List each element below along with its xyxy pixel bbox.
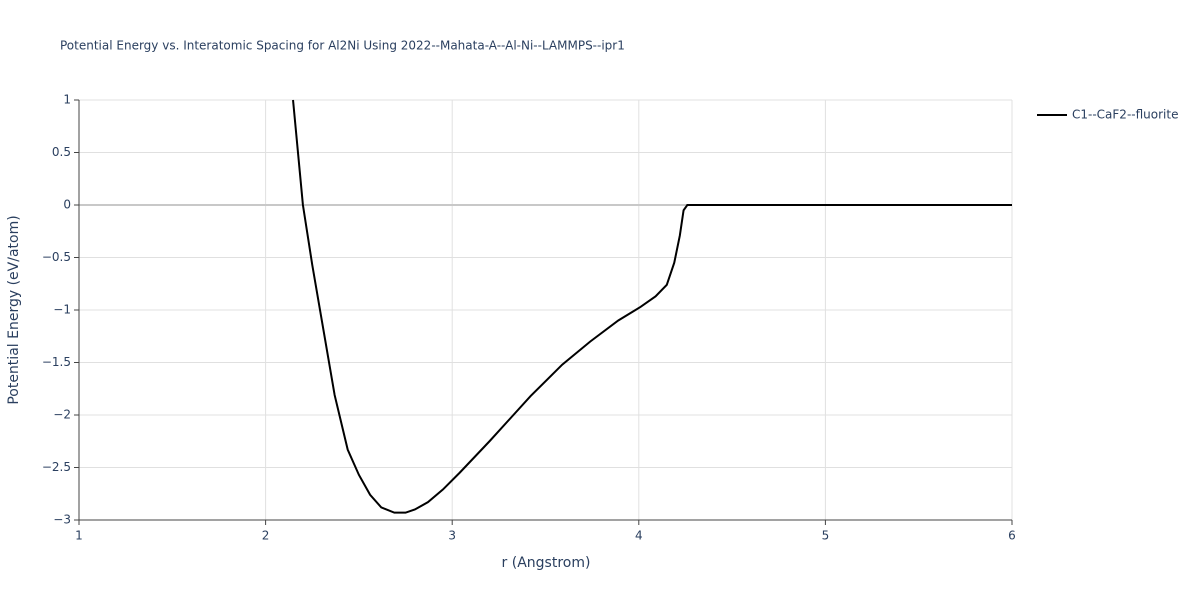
x-tick-label: 4	[635, 529, 643, 543]
x-tick-label: 1	[75, 529, 83, 543]
legend-label: C1--CaF2--fluorite	[1072, 108, 1178, 122]
y-axis-label: Potential Energy (eV/atom)	[6, 215, 22, 404]
y-tick-label: −2	[53, 408, 71, 422]
x-axis-label: r (Angstrom)	[502, 555, 591, 571]
x-tick-label: 3	[448, 529, 456, 543]
y-tick-label: 1	[63, 93, 71, 107]
y-tick-label: 0.5	[52, 145, 71, 159]
x-tick-label: 6	[1008, 529, 1016, 543]
x-tick-label: 5	[822, 529, 830, 543]
data-line	[292, 99, 1012, 514]
chart-title: Potential Energy vs. Interatomic Spacing…	[60, 39, 625, 53]
y-tick-label: −1.5	[42, 355, 71, 369]
y-tick-label: 0	[63, 198, 71, 212]
y-tick-label: −2.5	[42, 460, 71, 474]
x-tick-label: 2	[262, 529, 270, 543]
y-tick-label: −0.5	[42, 250, 71, 264]
y-tick-label: −1	[53, 303, 71, 317]
y-tick-label: −3	[53, 513, 71, 527]
